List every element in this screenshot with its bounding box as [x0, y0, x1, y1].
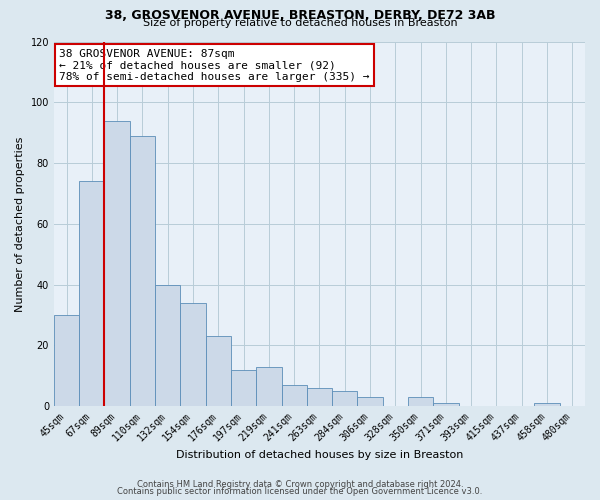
- Bar: [535, 403, 560, 406]
- X-axis label: Distribution of detached houses by size in Breaston: Distribution of detached houses by size …: [176, 450, 463, 460]
- Bar: [408, 397, 433, 406]
- Text: 38 GROSVENOR AVENUE: 87sqm
← 21% of detached houses are smaller (92)
78% of semi: 38 GROSVENOR AVENUE: 87sqm ← 21% of deta…: [59, 49, 370, 82]
- Text: Contains HM Land Registry data © Crown copyright and database right 2024.: Contains HM Land Registry data © Crown c…: [137, 480, 463, 489]
- Bar: [358, 397, 383, 406]
- Bar: [181, 303, 206, 406]
- Bar: [79, 182, 104, 406]
- Bar: [155, 284, 181, 406]
- Text: Size of property relative to detached houses in Breaston: Size of property relative to detached ho…: [143, 18, 457, 28]
- Bar: [332, 391, 358, 406]
- Bar: [130, 136, 155, 406]
- Bar: [206, 336, 231, 406]
- Bar: [281, 385, 307, 406]
- Bar: [104, 120, 130, 406]
- Bar: [54, 315, 79, 406]
- Y-axis label: Number of detached properties: Number of detached properties: [15, 136, 25, 312]
- Bar: [231, 370, 256, 406]
- Bar: [433, 403, 458, 406]
- Bar: [307, 388, 332, 406]
- Text: Contains public sector information licensed under the Open Government Licence v3: Contains public sector information licen…: [118, 487, 482, 496]
- Bar: [256, 366, 281, 406]
- Text: 38, GROSVENOR AVENUE, BREASTON, DERBY, DE72 3AB: 38, GROSVENOR AVENUE, BREASTON, DERBY, D…: [105, 9, 495, 22]
